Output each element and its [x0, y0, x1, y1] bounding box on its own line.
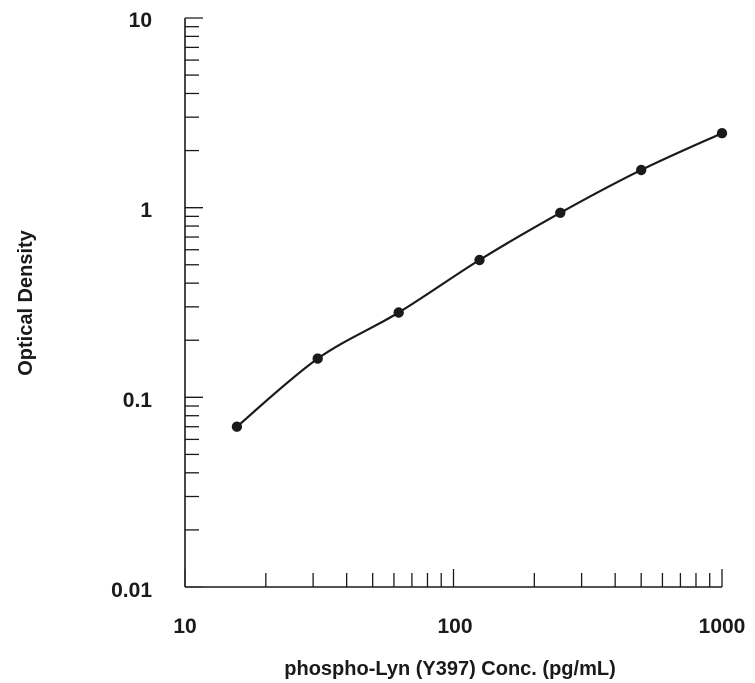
data-point-5	[555, 207, 566, 218]
x-axis-title: phospho-Lyn (Y397) Conc. (pg/mL)	[284, 658, 615, 680]
fit-curve	[236, 132, 723, 428]
data-point-3	[393, 307, 404, 318]
y-tick-label-1: 1	[140, 199, 152, 222]
data-point-6	[636, 164, 647, 176]
tick-labels: 10 1 0.1 0.01 10 100 1000	[111, 9, 745, 638]
y-tick-label-0.1: 0.1	[123, 389, 153, 412]
x-tick-label-1000: 1000	[699, 615, 746, 638]
data-point-7	[716, 128, 728, 139]
y-tick-label-10: 10	[129, 9, 152, 32]
y-tick-label-0.01: 0.01	[111, 579, 152, 602]
data-points	[231, 128, 728, 432]
data-point-1	[231, 421, 243, 432]
x-tick-label-100: 100	[437, 615, 472, 638]
data-point-4	[474, 254, 485, 266]
y-axis-title: Optical Density	[15, 229, 37, 375]
data-point-2	[312, 353, 323, 364]
axes	[184, 18, 722, 588]
x-tick-label-10: 10	[173, 615, 196, 638]
minor-ticks	[184, 17, 723, 588]
